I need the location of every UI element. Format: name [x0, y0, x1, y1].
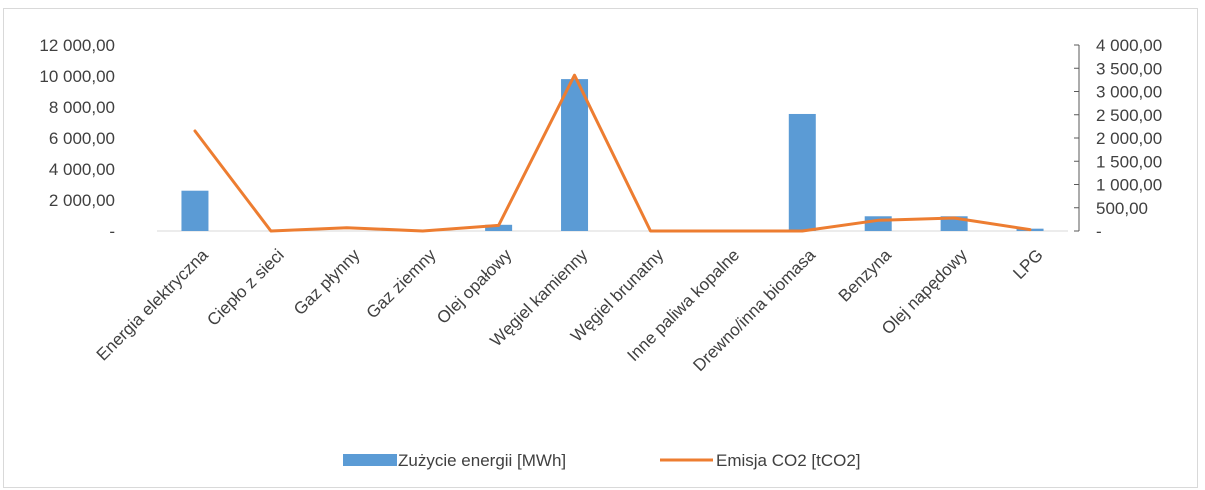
bar-6 [561, 79, 589, 231]
bar-10 [864, 216, 892, 231]
emission-line [193, 73, 1032, 233]
y-left-tick-label: 4 000,00 [49, 160, 115, 179]
y-right-tick-label: 1 500,00 [1096, 152, 1162, 171]
y-right-tick-label: 1 000,00 [1096, 176, 1162, 195]
y-left-tick-label: 6 000,00 [49, 129, 115, 148]
y-right-tick-label: 500,00 [1096, 199, 1148, 218]
y-right-tick-label: 3 000,00 [1096, 83, 1162, 102]
legend-line-label: Emisja CO2 [tCO2] [716, 451, 861, 470]
y-right-tick-label: 4 000,00 [1096, 36, 1162, 55]
y-right-tick-label: 3 500,00 [1096, 59, 1162, 78]
chart-frame [3, 8, 1198, 488]
y-left-tick-label: 12 000,00 [39, 36, 115, 55]
y-right-tick-label: 2 000,00 [1096, 129, 1162, 148]
x-category-label: Energia elektryczna [93, 245, 212, 364]
bar-5 [485, 224, 513, 231]
y-left-tick-label: - [109, 222, 115, 241]
y-left-tick-label: 10 000,00 [39, 67, 115, 86]
x-category-label: LPG [1009, 245, 1046, 282]
axes: - 2 000,00 4 000,00 6 000,00 8 000,00 10 000,… [39, 36, 1162, 241]
legend: Zużycie energii [MWh] Emisja CO2 [tCO2] [343, 451, 861, 470]
bar-series [181, 79, 1044, 231]
x-category-label: Olej opałowy [433, 245, 516, 328]
x-category-label: Gaz ziemny [363, 245, 440, 322]
y-left-tick-label: 2 000,00 [49, 191, 115, 210]
bar-1 [181, 190, 209, 231]
legend-bar-swatch [343, 454, 397, 466]
legend-bar-label: Zużycie energii [MWh] [398, 451, 566, 470]
x-category-label: Benzyna [835, 245, 896, 306]
bar-9 [788, 113, 816, 231]
x-category-label: Gaz płynny [290, 245, 364, 319]
x-category-label: Ciepło z sieci [203, 245, 287, 329]
y-right-tick-label: - [1096, 222, 1102, 241]
y-right-tick-label: 2 500,00 [1096, 106, 1162, 125]
y-left-tick-label: 8 000,00 [49, 98, 115, 117]
x-category-label: Drewno/inna biomasa [689, 245, 819, 375]
line-series [193, 73, 1032, 233]
